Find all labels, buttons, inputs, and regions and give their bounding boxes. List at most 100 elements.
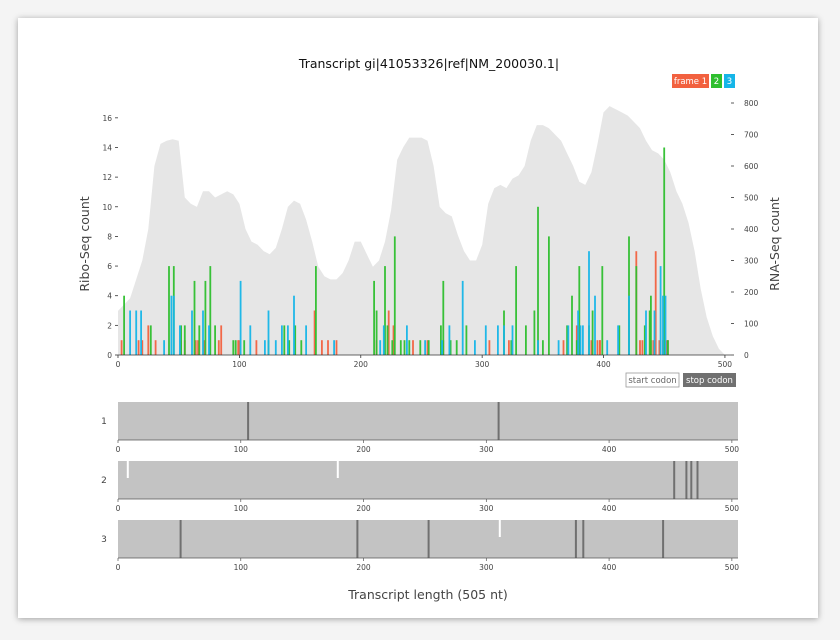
ribo-bar [557, 340, 560, 355]
ribo-bar [194, 340, 197, 355]
ribo-bar [294, 325, 297, 355]
ribo-bar [172, 295, 175, 355]
ribo-bar [197, 340, 199, 355]
ribo-bar [147, 325, 150, 355]
legend-item-frame-1[interactable]: frame 1 [672, 74, 709, 88]
ribo-bar [141, 340, 144, 355]
ribo-bar [639, 340, 641, 355]
y-tick-label-left: 8 [107, 232, 112, 241]
track-x-tick-label: 300 [479, 504, 494, 513]
ribo-bar [300, 340, 303, 355]
ribo-bar [183, 325, 186, 355]
ribo-bar [163, 340, 165, 355]
y-tick-label-right: 300 [744, 257, 759, 266]
ribo-bar [135, 310, 138, 355]
ribo-bar [238, 340, 241, 355]
track-x-tick-label: 0 [116, 445, 121, 454]
y-tick-label-left: 10 [102, 203, 112, 212]
ribo-bar [578, 266, 581, 355]
ribo-bar [542, 340, 544, 355]
ribo-bar [588, 251, 590, 355]
stop-codon-mark [574, 520, 577, 558]
orf-track-label: 2 [101, 476, 107, 486]
ribo-bar [562, 340, 565, 355]
ribo-bar [599, 340, 601, 355]
ribo-bar [667, 340, 669, 355]
x-tick-label: 300 [475, 360, 490, 369]
track-x-tick-label: 200 [356, 504, 371, 513]
main-axes: 0 100 200 300 400 500 0 2 4 6 8 10 12 14 16 0 100 200 300 4… [102, 99, 758, 369]
x-axis-label: Transcript length (505 nt) [347, 587, 508, 602]
y-tick-label-left: 4 [107, 292, 112, 301]
legend-swatch [724, 74, 735, 88]
codon-legend[interactable]: start codon stop codon [625, 372, 736, 388]
stop-codon-mark [247, 402, 250, 440]
ribo-bar [641, 340, 644, 355]
ribo-bar [590, 340, 593, 355]
ribo-bar [209, 266, 212, 355]
y-tick-label-left: 16 [102, 114, 112, 123]
main-plot: 0 100 200 300 400 500 0 2 4 6 8 10 12 14 16 0 100 200 300 4… [102, 99, 758, 369]
stop-codon-mark [582, 520, 585, 558]
ribo-bar [440, 325, 442, 355]
start-codon-mark [126, 461, 129, 478]
ribo-bar [393, 236, 396, 355]
ribo-bar [399, 340, 402, 355]
ribo-bar [239, 280, 242, 355]
codon-legend-item[interactable]: stop codon [683, 373, 736, 387]
ribo-bar [315, 266, 317, 355]
stop-codon-mark [427, 520, 430, 558]
ribo-bar [515, 266, 517, 355]
ribo-bar [591, 310, 594, 355]
x-tick-label: 200 [354, 360, 369, 369]
x-tick-label: 500 [718, 360, 733, 369]
ribo-bar [180, 325, 182, 355]
ribo-bar [287, 325, 289, 355]
ribo-bar [288, 340, 291, 355]
ribo-bar [120, 340, 123, 355]
track-x-tick-label: 200 [356, 563, 371, 572]
track-x-tick-label: 100 [234, 445, 249, 454]
y-tick-label-right: 500 [744, 194, 759, 203]
y-tick-label-right: 800 [744, 99, 759, 108]
ribo-bar [455, 340, 458, 355]
ribo-bar [203, 340, 206, 355]
orf-track-bar [118, 402, 738, 440]
ribo-bar [648, 310, 651, 355]
legend-item-frame-3[interactable]: 3 [724, 74, 735, 88]
codon-legend-item[interactable]: start codon [625, 372, 680, 388]
ribo-bar [601, 266, 604, 355]
y-tick-label-right: 600 [744, 162, 759, 171]
ribo-bar [123, 295, 125, 355]
track-x-tick-label: 400 [602, 504, 617, 513]
ribo-bar [653, 310, 656, 355]
stop-codon-mark [179, 520, 182, 558]
ribo-bar [659, 266, 662, 355]
stop-codon-mark [685, 461, 688, 499]
ribo-bar [379, 340, 382, 355]
ribo-bar [170, 295, 173, 355]
ribo-bar [537, 206, 539, 355]
rna-seq-area-path [118, 106, 731, 355]
ribo-seq-figure: Transcript gi|41053326|ref|NM_200030.1| … [77, 56, 782, 602]
legend-item-frame-2[interactable]: 2 [711, 74, 722, 88]
ribo-bar [204, 280, 207, 355]
ribo-bar [137, 340, 140, 355]
ribo-bar [373, 280, 375, 355]
ribo-bar [198, 325, 201, 355]
ribo-bar [582, 325, 584, 355]
y-tick-label-right: 700 [744, 131, 759, 140]
ribo-bar [596, 340, 599, 355]
ribo-bar [267, 310, 270, 355]
ribo-bar [384, 266, 386, 355]
track-x-tick-label: 400 [602, 445, 617, 454]
legend-label: 3 [727, 77, 732, 87]
orf-track-bar [118, 461, 738, 499]
ribo-bar [406, 325, 408, 355]
ribo-bar [140, 310, 142, 355]
ribo-bar [577, 310, 579, 355]
ribo-bar [645, 310, 647, 355]
stop-codon-mark [696, 461, 699, 499]
ribo-seq-bars [120, 147, 669, 355]
